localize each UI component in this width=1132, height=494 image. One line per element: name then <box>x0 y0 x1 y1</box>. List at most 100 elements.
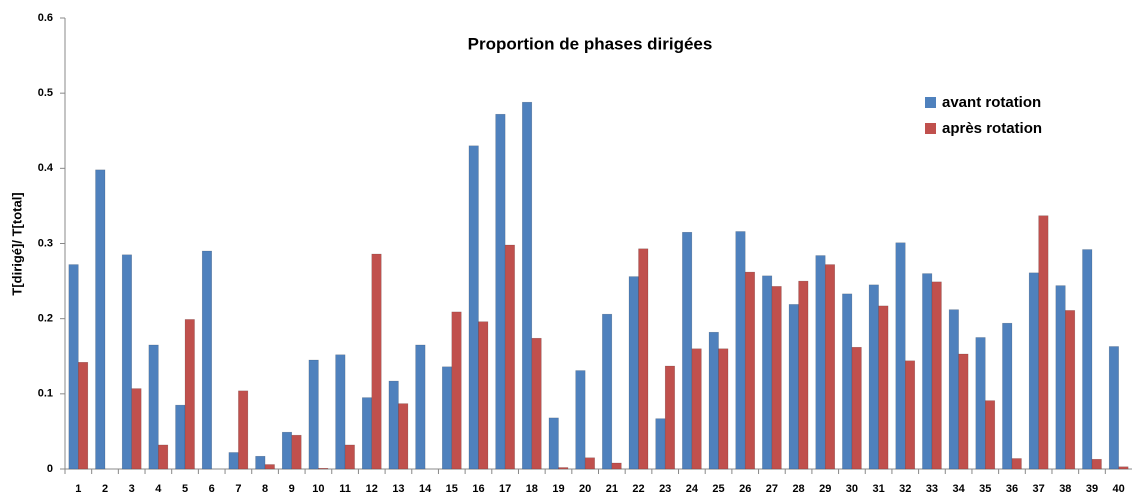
bar <box>522 101 533 470</box>
bar <box>842 293 853 470</box>
x-tick-label: 19 <box>552 483 564 494</box>
y-tick-label: 0.3 <box>38 237 53 249</box>
x-tick-label: 10 <box>312 483 324 494</box>
bar <box>291 434 302 470</box>
bar <box>318 467 329 470</box>
bar <box>948 309 959 470</box>
x-tick-label: 35 <box>979 483 991 494</box>
bar <box>744 271 755 470</box>
legend-swatch <box>925 97 936 108</box>
y-tick-label: 0.1 <box>38 388 53 400</box>
bar <box>558 467 569 470</box>
x-tick-label: 13 <box>392 483 404 494</box>
bar <box>1065 310 1076 470</box>
bar <box>985 400 996 470</box>
x-tick-label: 15 <box>446 483 458 494</box>
bar <box>335 354 346 470</box>
bar <box>1118 466 1129 470</box>
x-tick-label: 32 <box>899 483 911 494</box>
legend-text: après rotation <box>942 120 1042 137</box>
bar <box>442 366 453 470</box>
y-tick-label: 0.2 <box>38 313 53 325</box>
bar <box>718 348 729 470</box>
bar <box>308 359 319 470</box>
bar <box>851 346 862 470</box>
x-tick-label: 5 <box>182 483 188 494</box>
bar <box>905 360 916 470</box>
bar <box>611 462 622 470</box>
bar <box>68 264 79 470</box>
x-tick-label: 29 <box>819 483 831 494</box>
x-tick-label: 18 <box>526 483 538 494</box>
bar <box>1082 249 1093 470</box>
y-tick-label: 0.4 <box>38 162 54 174</box>
bar <box>878 305 889 470</box>
x-tick-label: 28 <box>792 483 804 494</box>
bar <box>184 319 195 470</box>
bar <box>264 464 275 470</box>
x-tick-label: 7 <box>235 483 241 494</box>
x-tick-label: 27 <box>766 483 778 494</box>
bar <box>504 244 515 470</box>
y-tick-label: 0.5 <box>38 87 53 99</box>
chart-title: Proportion de phases dirigées <box>468 34 713 53</box>
x-tick-label: 8 <box>262 483 268 494</box>
x-tick-label: 33 <box>926 483 938 494</box>
legend-text: avant rotation <box>942 94 1041 111</box>
bar <box>575 370 586 470</box>
legend-swatch <box>925 123 936 134</box>
bar <box>868 284 879 470</box>
x-tick-label: 17 <box>499 483 511 494</box>
bar <box>398 403 409 470</box>
bar <box>531 337 542 470</box>
x-tick-label: 38 <box>1059 483 1071 494</box>
bar <box>682 231 693 470</box>
bar <box>468 145 479 470</box>
bar <box>824 264 835 470</box>
x-tick-label: 9 <box>289 483 295 494</box>
bar <box>255 455 266 470</box>
bar <box>975 337 986 470</box>
bar <box>344 444 355 470</box>
bar <box>478 321 489 470</box>
bar <box>121 254 132 470</box>
bar <box>798 280 809 470</box>
bar <box>931 281 942 470</box>
x-tick-label: 6 <box>209 483 215 494</box>
bar <box>131 388 142 470</box>
bar <box>548 417 559 470</box>
bar <box>788 304 799 470</box>
bar <box>1028 272 1039 470</box>
bar <box>1038 215 1049 470</box>
x-tick-label: 1 <box>75 483 81 494</box>
bar <box>1055 285 1066 470</box>
x-tick-label: 39 <box>1086 483 1098 494</box>
bar <box>1091 458 1102 470</box>
y-tick-label: 0.6 <box>38 12 53 24</box>
x-tick-label: 40 <box>1113 483 1125 494</box>
bar <box>691 348 702 470</box>
bar <box>415 344 426 470</box>
x-tick-label: 36 <box>1006 483 1018 494</box>
x-tick-label: 26 <box>739 483 751 494</box>
bar <box>638 248 649 470</box>
x-tick-label: 25 <box>712 483 724 494</box>
x-tick-label: 20 <box>579 483 591 494</box>
bar <box>628 276 639 470</box>
bar <box>1002 322 1013 470</box>
bar <box>281 431 292 470</box>
y-tick-label: 0 <box>47 463 53 475</box>
x-tick-label: 4 <box>155 483 162 494</box>
x-tick-label: 14 <box>419 483 432 494</box>
bar <box>815 255 826 470</box>
bar <box>158 444 169 470</box>
x-tick-label: 16 <box>472 483 484 494</box>
bar <box>78 362 89 470</box>
bar <box>771 286 782 470</box>
x-tick-label: 2 <box>102 483 108 494</box>
x-tick-label: 21 <box>606 483 618 494</box>
bar <box>175 404 186 470</box>
bar <box>95 169 106 470</box>
x-tick-label: 3 <box>129 483 135 494</box>
